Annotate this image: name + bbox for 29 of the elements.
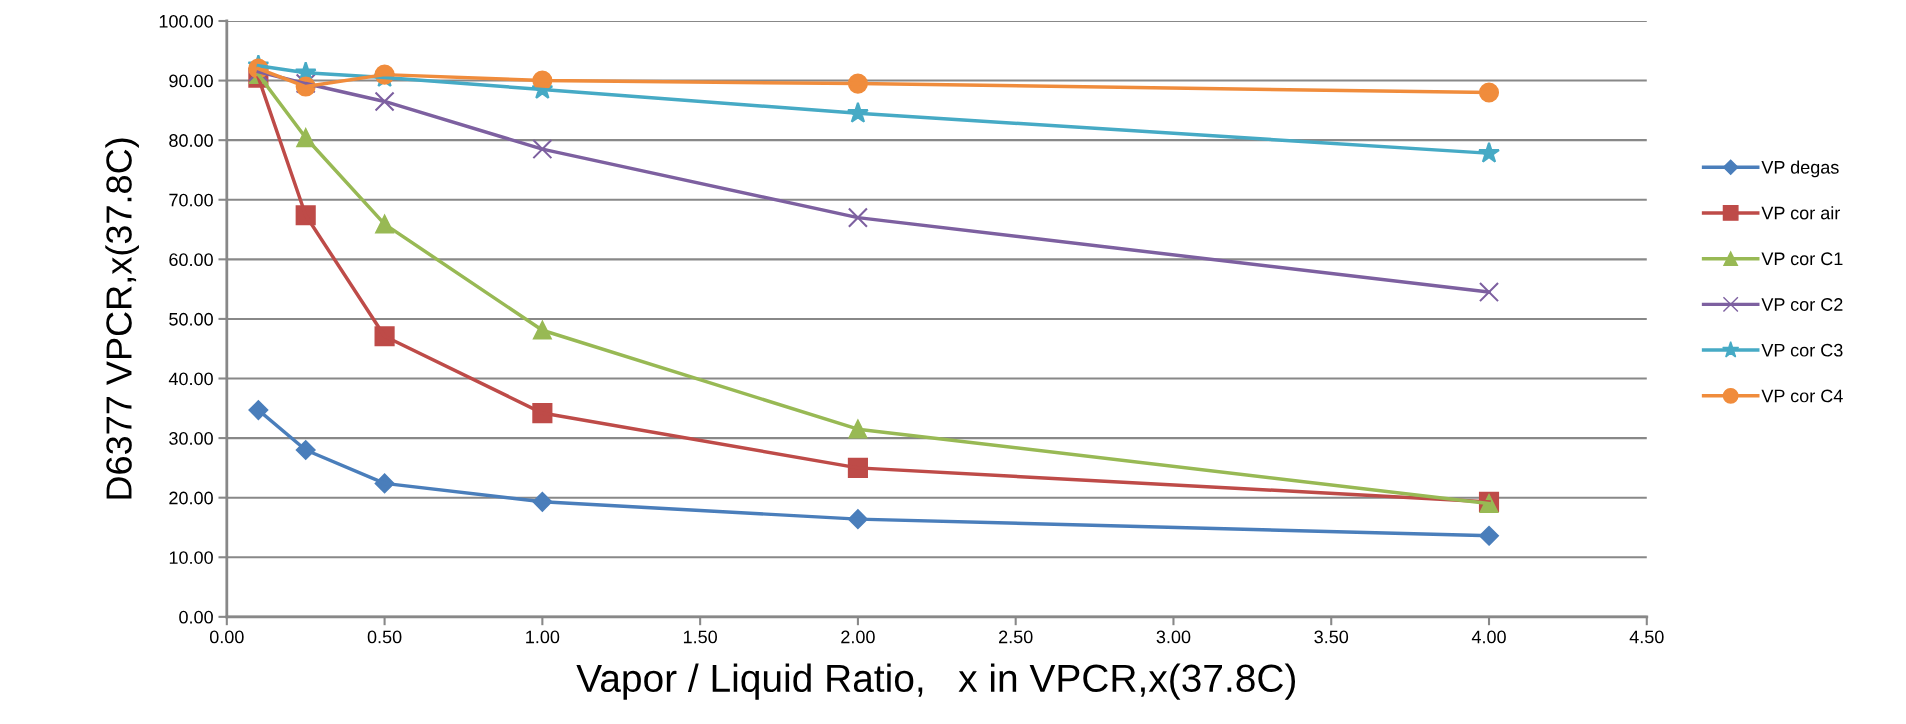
y-tick-label: 20.00 xyxy=(169,491,213,505)
x-axis-title: Vapor / Liquid Ratio, x in VPCR,x(37.8C) xyxy=(576,663,1296,700)
y-tick-label: 30.00 xyxy=(169,432,213,445)
legend-label: VP cor C3 xyxy=(1761,343,1843,357)
x-tick-label: 2.00 xyxy=(841,630,875,644)
x-tick-label: 0.00 xyxy=(209,630,244,644)
y-tick-label: 10.00 xyxy=(169,551,213,564)
y-tick-label: 70.00 xyxy=(169,193,213,207)
x-tick-label: 3.50 xyxy=(1314,630,1349,644)
x-tick-label: 1.00 xyxy=(526,630,560,644)
legend-label: VP degas xyxy=(1761,160,1839,178)
x-tick-label: 1.50 xyxy=(683,630,717,644)
x-tick-label: 4.00 xyxy=(1471,630,1506,644)
x-tick-label: 2.50 xyxy=(999,630,1033,644)
y-tick-label: 100.00 xyxy=(159,14,213,28)
y-tick-label: 50.00 xyxy=(169,312,213,326)
x-tick-label: 0.50 xyxy=(367,630,402,644)
y-axis-title: D6377 VPCR,x(37.8C) xyxy=(105,138,139,499)
legend-label: VP cor C1 xyxy=(1761,252,1843,266)
legend-label: VP cor C4 xyxy=(1761,389,1843,403)
y-tick-label: 40.00 xyxy=(168,372,213,386)
y-tick-label: 90.00 xyxy=(169,74,213,88)
y-tick-label: 80.00 xyxy=(169,134,213,147)
x-tick-label: 4.50 xyxy=(1629,630,1664,644)
x-tick-label: 3.00 xyxy=(1156,630,1191,644)
y-tick-label: 60.00 xyxy=(169,253,213,267)
y-tick-label: 0.00 xyxy=(179,610,213,624)
legend-label: VP cor C2 xyxy=(1761,298,1843,311)
legend-label: VP cor air xyxy=(1761,206,1841,220)
